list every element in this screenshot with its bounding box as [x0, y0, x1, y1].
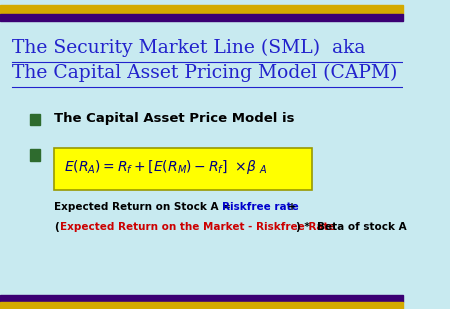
Text: (: (: [54, 222, 59, 232]
FancyBboxPatch shape: [54, 148, 312, 190]
Bar: [30, 150, 40, 161]
Text: Expected Return on Stock A =: Expected Return on Stock A =: [54, 202, 235, 212]
Bar: [0, 5, 403, 14]
Bar: [30, 114, 40, 125]
Bar: [0, 302, 403, 309]
Text: The Capital Asset Pricing Model (CAPM): The Capital Asset Pricing Model (CAPM): [12, 63, 397, 82]
Text: Expected Return on the Market - Riskfree Rate: Expected Return on the Market - Riskfree…: [60, 222, 335, 232]
Text: The Capital Asset Price Model is: The Capital Asset Price Model is: [54, 112, 295, 125]
Bar: [0, 14, 403, 21]
Text: +: +: [284, 202, 297, 212]
Bar: [0, 295, 403, 302]
Text: $E(R_A) = R_f + [E(R_M) - R_f]\ \times\!\beta\ _A$: $E(R_A) = R_f + [E(R_M) - R_f]\ \times\!…: [64, 158, 268, 176]
Text: Riskfree rate: Riskfree rate: [221, 202, 298, 212]
Text: The Security Market Line (SML)  aka: The Security Market Line (SML) aka: [12, 39, 365, 57]
Text: ) *  Beta of stock A: ) * Beta of stock A: [296, 222, 407, 232]
